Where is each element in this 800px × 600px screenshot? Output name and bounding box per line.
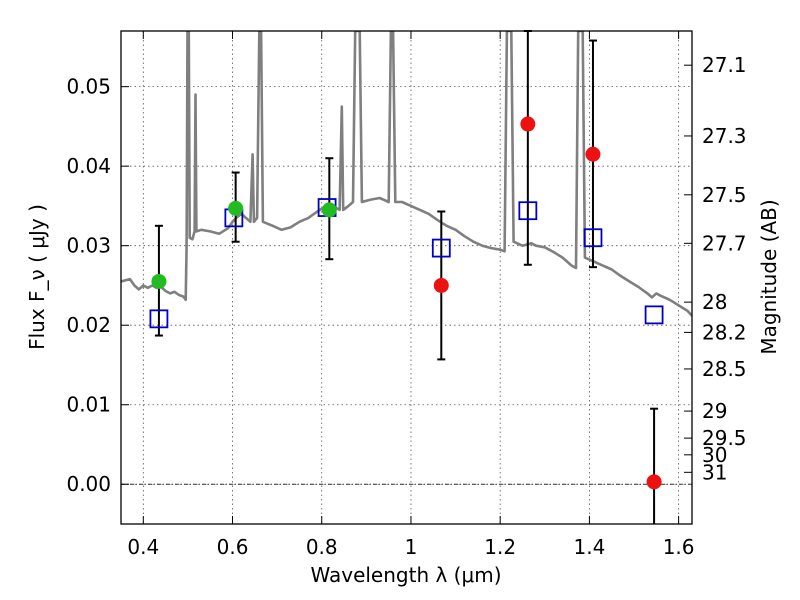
y-tick-label: 0.00 bbox=[66, 472, 111, 496]
model-box-point bbox=[644, 305, 664, 325]
green-data-point bbox=[321, 202, 337, 218]
plot-frame bbox=[120, 30, 693, 525]
magnitude-tick-label: 27.3 bbox=[702, 124, 747, 148]
magnitude-tick-label: 29.5 bbox=[702, 426, 747, 450]
x-tick-label: 0.8 bbox=[306, 535, 338, 559]
magnitude-tick-label: 28.2 bbox=[702, 320, 747, 344]
y-axis-label: Flux F_ν ( μJy ) bbox=[25, 204, 49, 350]
x-axis-label: Wavelength λ (μm) bbox=[310, 563, 501, 587]
y-tick-labels: 0.00 0.01 0.02 0.03 0.04 0.05 bbox=[66, 75, 111, 497]
spectrum-line bbox=[121, 31, 692, 317]
y-tick-label: 0.03 bbox=[66, 234, 111, 258]
x-tick-labels: 0.4 0.6 0.8 1 1.2 1.4 1.6 bbox=[127, 535, 694, 559]
x-tick-label: 1 bbox=[405, 535, 418, 559]
errorbar-layer bbox=[149, 30, 664, 524]
red-data-point bbox=[585, 146, 601, 162]
plot-background bbox=[121, 31, 692, 524]
model-box-point bbox=[518, 201, 538, 221]
model-box-point bbox=[583, 228, 603, 248]
magnitude-tick-label: 27.1 bbox=[702, 53, 747, 77]
right-axis-label: Magnitude (AB) bbox=[757, 199, 781, 354]
magnitude-tick-label: 27.5 bbox=[702, 183, 747, 207]
plot-area bbox=[121, 31, 692, 317]
magnitude-tick-label: 28 bbox=[702, 290, 727, 314]
model-box-point bbox=[431, 238, 451, 258]
y-tick-label: 0.04 bbox=[66, 154, 111, 178]
magnitude-tick-label: 31 bbox=[702, 460, 727, 484]
x-tick-label: 1.4 bbox=[573, 535, 605, 559]
x-tick-label: 0.4 bbox=[127, 535, 159, 559]
magnitude-tick-label: 29 bbox=[702, 399, 727, 423]
red-data-point bbox=[520, 116, 536, 132]
axis-ticks bbox=[121, 31, 692, 524]
y-tick-label: 0.05 bbox=[66, 75, 111, 99]
green-data-point bbox=[228, 200, 244, 216]
green-data-point bbox=[151, 273, 167, 289]
red-data-point bbox=[433, 277, 449, 293]
red-data-point bbox=[646, 474, 662, 490]
x-tick-label: 0.6 bbox=[217, 535, 249, 559]
x-tick-label: 1.6 bbox=[663, 535, 695, 559]
grid-lines bbox=[121, 31, 692, 524]
y-tick-label: 0.02 bbox=[66, 313, 111, 337]
model-box-point bbox=[149, 309, 169, 329]
x-tick-label: 1.2 bbox=[484, 535, 516, 559]
magnitude-tick-label: 30 bbox=[702, 443, 727, 467]
magnitude-tick-label: 28.5 bbox=[702, 357, 747, 381]
y-tick-label: 0.01 bbox=[66, 393, 111, 417]
magnitude-tick-label: 27.7 bbox=[702, 231, 747, 255]
